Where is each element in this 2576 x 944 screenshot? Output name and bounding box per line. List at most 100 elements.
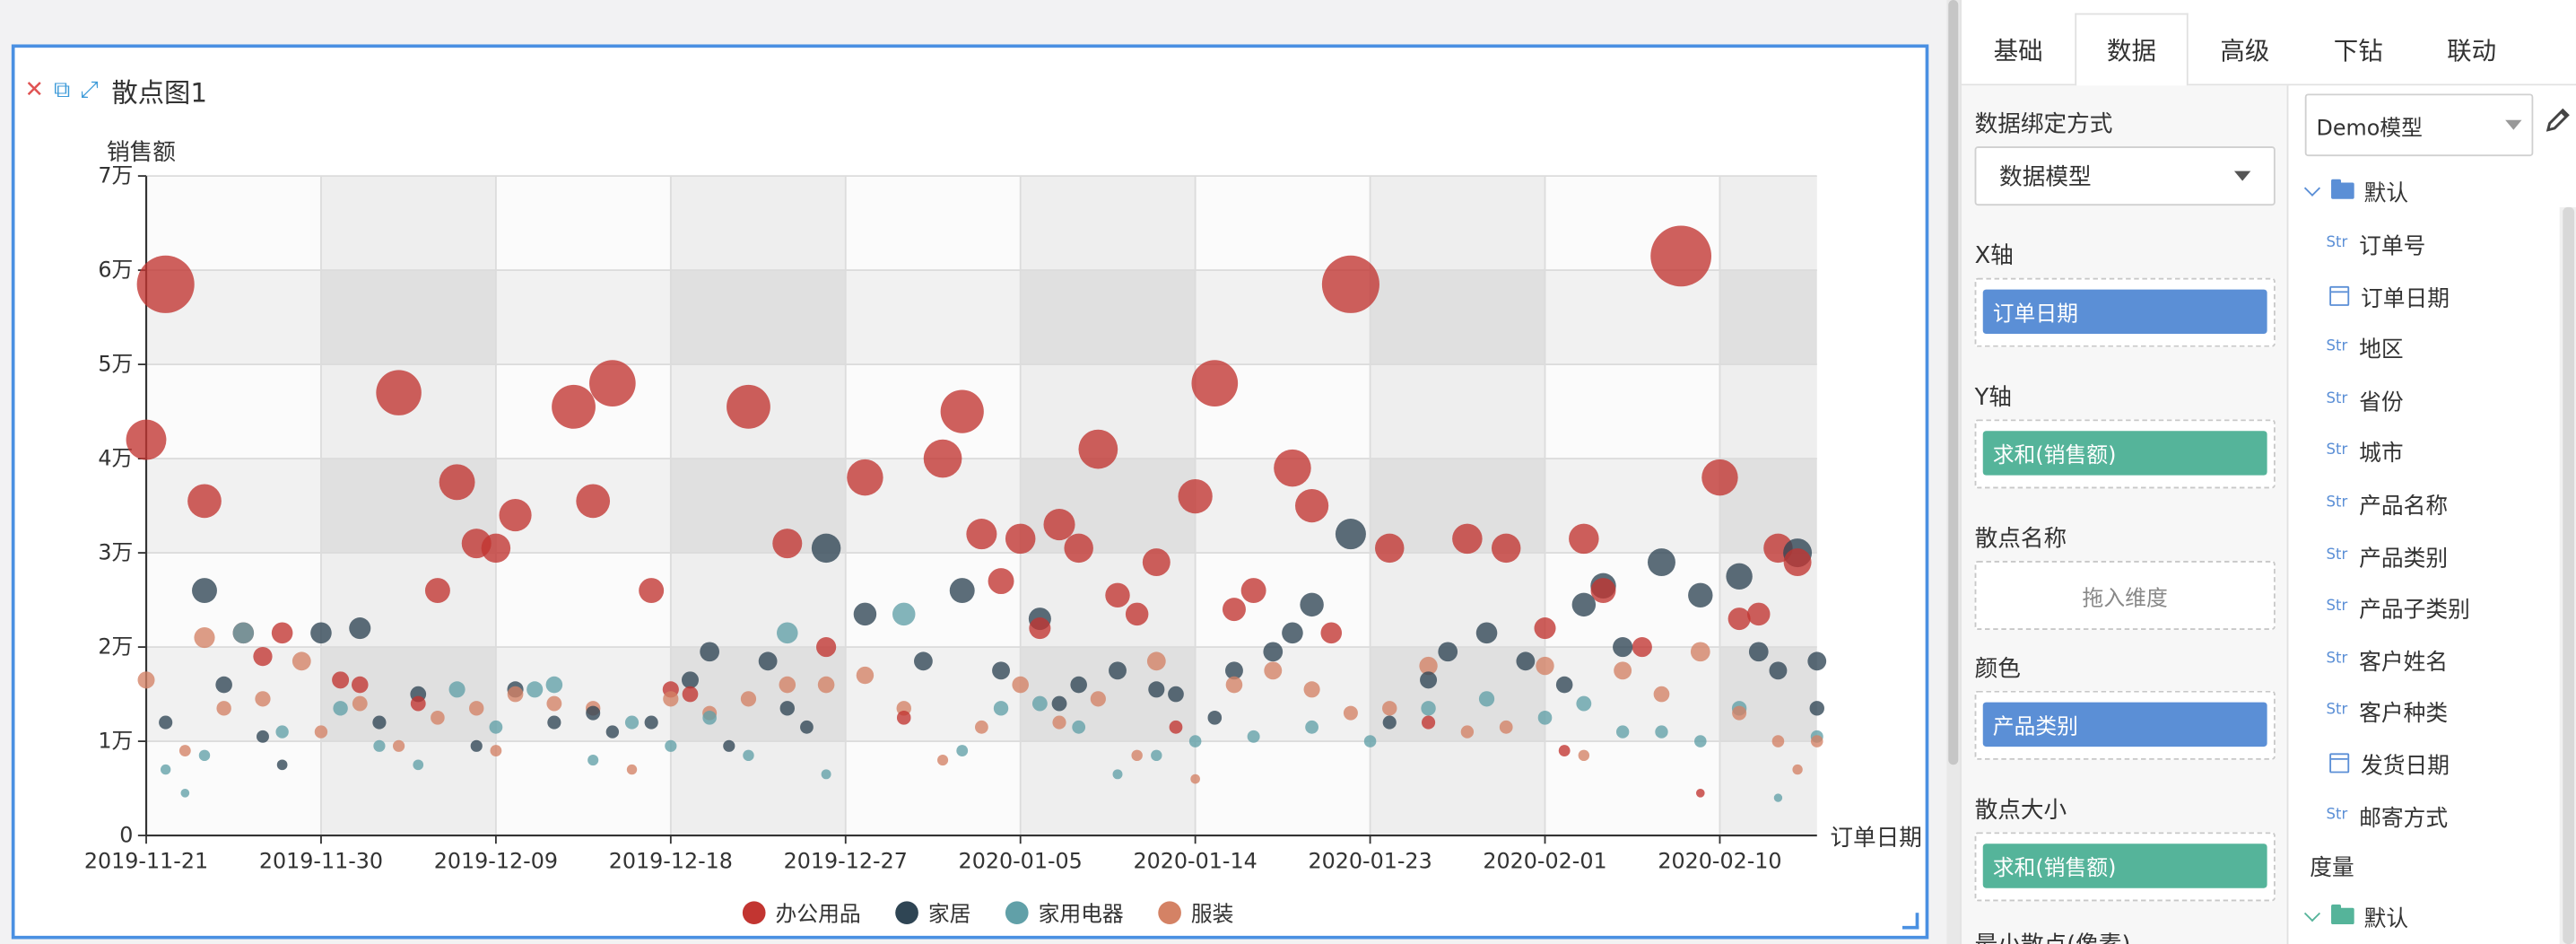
measure-group-label: 默认 [2363,905,2409,933]
folder-icon [2331,179,2354,199]
field-item[interactable]: Str 城市 [2327,432,2404,471]
canvas-scrollbar-thumb[interactable] [1948,0,1959,765]
folder-icon [2331,905,2354,925]
scatter-point [1773,793,1783,802]
scatter-point [413,759,424,771]
chevron-down-icon [2303,179,2321,197]
field-item[interactable]: 订单日期 [2327,275,2450,315]
field-item[interactable]: Str 客户姓名 [2327,640,2449,679]
y-axis-field-pill[interactable]: 求和(销售额) [1982,431,2267,476]
tab-linkage[interactable]: 联动 [2447,35,2497,66]
canvas-scrollbar[interactable] [1946,0,1961,944]
legend-label: 办公用品 [776,901,861,926]
x-band [1719,176,1817,836]
tab-basic[interactable]: 基础 [1993,35,2043,66]
tab-drilldown[interactable]: 下钻 [2333,35,2383,66]
scatter-point [914,651,933,671]
y-tick-label: 7万 [98,162,133,188]
scatter-point [448,681,466,698]
scatter-point [1188,735,1202,747]
scatter-point [1335,519,1366,550]
y-tick-label: 6万 [98,257,133,282]
chart-widget[interactable]: 0 1万 2万 3万 4万 5万 6万 7万 2019-11-21 2019-11-30 2019-… [11,44,1929,940]
scatter-point [545,676,563,694]
scatter-point [1303,681,1320,698]
edit-icon[interactable] [2545,107,2571,133]
scatter-point [1747,602,1771,626]
model-select[interactable]: Demo模型 [2304,93,2534,157]
scatter-point [1701,459,1738,496]
scatter-point [547,715,561,730]
dimension-group[interactable]: 默认 [2297,171,2408,211]
scatter-point [275,725,289,739]
scatter-name-label: 散点名称 [1974,526,2067,553]
string-type-icon: Str [2326,703,2348,720]
scatter-point [1653,686,1670,703]
close-icon[interactable]: ✕ [24,77,44,104]
chevron-down-icon [2303,905,2321,922]
legend-label: 家居 [928,901,971,926]
color-drop-zone[interactable]: 产品类别 [1974,690,2276,760]
scatter-point [847,459,883,496]
string-type-icon: Str [2326,807,2348,824]
x-band [1020,176,1196,836]
copy-icon[interactable]: ⧉ [53,77,71,104]
x-tick-label: 2020-02-01 [1483,849,1606,874]
field-item[interactable]: 发货日期 [2327,743,2450,782]
measure-group[interactable]: 默认 [2297,896,2409,936]
x-band [1545,176,1720,836]
binding-mode-label: 数据绑定方式 [1974,111,2113,138]
x-axis-title: 订单日期 [1830,825,1922,852]
size-drop-zone[interactable]: 求和(销售额) [1974,832,2276,902]
field-item[interactable]: Str 订单号 [2327,223,2426,263]
scatter-point [372,715,387,730]
scatter-point [758,651,778,671]
scatter-point [1305,720,1318,734]
scatter-point [587,755,599,766]
field-tree-scrollbar-thumb[interactable] [2563,206,2575,944]
scatter-point [856,666,875,685]
x-axis-drop-zone[interactable]: 订单日期 [1974,277,2276,347]
field-item[interactable]: Str 地区 [2327,328,2404,367]
scatter-point [1769,661,1788,680]
field-name: 客户姓名 [2359,649,2449,676]
scatter-point [469,701,484,716]
field-item[interactable]: Str 产品名称 [2327,484,2449,523]
y-tick-label: 4万 [98,445,133,470]
scatter-point [779,701,795,716]
y-axis-title: 销售额 [107,139,176,166]
scatter-point [702,711,717,725]
tab-advanced[interactable]: 高级 [2220,35,2270,66]
scatter-point [682,686,699,703]
field-item[interactable]: Str 产品子类别 [2327,588,2470,627]
resize-handle[interactable] [1902,913,1919,930]
string-type-icon: Str [2326,599,2348,616]
binding-mode-select[interactable]: 数据模型 [1974,146,2276,206]
scatter-point [1169,720,1183,734]
x-tick-label: 2020-01-14 [1134,849,1258,874]
scatter-point [1438,642,1458,662]
y-axis-drop-zone[interactable]: 求和(销售额) [1974,419,2276,489]
field-tree-scrollbar[interactable] [2559,206,2576,944]
field-name: 省份 [2359,389,2404,416]
scatter-point [1109,661,1127,680]
scatter-name-drop-zone[interactable]: 拖入维度 [1974,560,2276,630]
scatter-point [424,578,450,604]
scatter-point [1005,523,1036,555]
field-item[interactable]: Str 邮寄方式 [2327,795,2449,835]
scatter-point [1807,651,1827,671]
scatter-point [1343,705,1358,721]
legend-label: 服装 [1191,901,1234,926]
field-item[interactable]: Str 客户种类 [2327,691,2449,730]
scatter-point [198,749,211,762]
tab-data[interactable]: 数据 [2075,13,2189,88]
panel-tabs: 基础 数据 高级 下钻 联动 [1961,13,2576,88]
field-item[interactable]: Str 省份 [2327,380,2404,419]
scatter-point [1382,701,1397,716]
expand-icon[interactable]: ⤢ [80,77,99,104]
color-field-pill[interactable]: 产品类别 [1982,702,2267,747]
scatter-point [1043,509,1075,541]
field-item[interactable]: Str 产品类别 [2327,536,2449,575]
x-axis-field-pill[interactable]: 订单日期 [1982,289,2267,335]
size-field-pill[interactable]: 求和(销售额) [1982,843,2267,888]
